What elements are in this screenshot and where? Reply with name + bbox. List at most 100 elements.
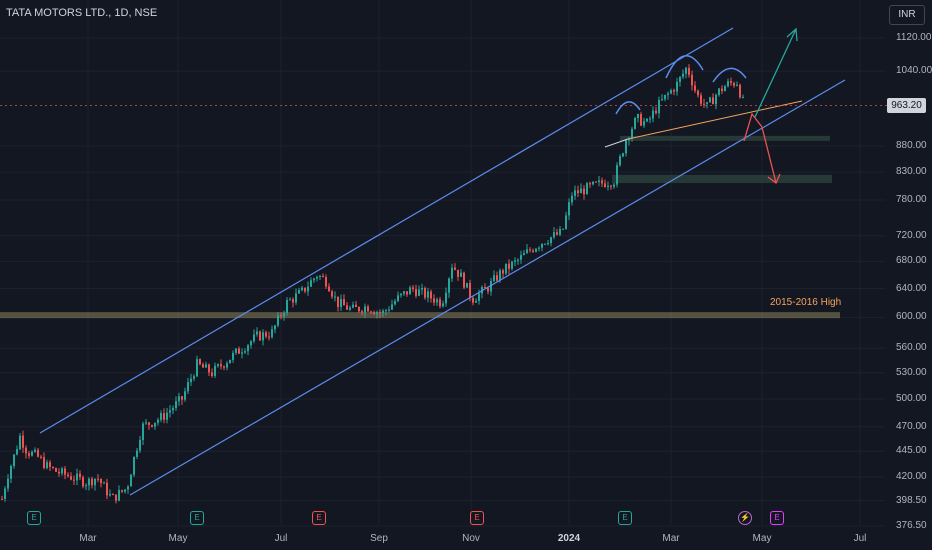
candle-body — [607, 185, 609, 187]
candle — [325, 274, 327, 289]
candle-body — [226, 363, 228, 368]
candle-body — [415, 289, 417, 296]
candle — [529, 247, 531, 253]
candle — [358, 306, 360, 313]
candle-body — [640, 114, 642, 126]
candle-body — [502, 270, 504, 274]
candle — [76, 468, 78, 485]
candle — [61, 466, 63, 476]
candle-body — [76, 473, 78, 481]
candle — [718, 88, 720, 97]
candle — [376, 310, 378, 319]
candle-body — [337, 296, 339, 307]
candle-body — [517, 259, 519, 261]
candle — [352, 301, 354, 309]
earnings-event-icon[interactable]: E — [618, 511, 632, 525]
candle — [379, 309, 381, 318]
candle — [730, 77, 732, 86]
candle-body — [391, 304, 393, 310]
candle-body — [88, 478, 90, 486]
candle-body — [82, 477, 84, 487]
candle-body — [664, 94, 666, 100]
candle-body — [409, 287, 411, 295]
candle-body — [577, 190, 579, 194]
candle — [418, 285, 420, 297]
candle-body — [148, 422, 150, 425]
price-tick-label: 420.00 — [896, 471, 927, 483]
candle-body — [280, 315, 282, 317]
candle-body — [559, 228, 561, 235]
candle — [739, 83, 741, 99]
candle — [493, 270, 495, 283]
candle — [301, 285, 303, 292]
candle-body — [724, 86, 726, 92]
candle — [652, 106, 654, 123]
candle-body — [13, 454, 15, 467]
candle-body — [214, 365, 216, 376]
split-event-icon[interactable]: ⚡ — [738, 511, 752, 525]
time-tick-label: May — [168, 533, 188, 544]
candle — [679, 76, 681, 87]
candle — [475, 298, 477, 303]
candle — [283, 310, 285, 321]
candle — [538, 246, 540, 252]
candle-body — [163, 413, 165, 420]
candle-body — [652, 110, 654, 119]
candle-body — [55, 467, 57, 472]
candle-body — [592, 181, 594, 185]
candle-body — [442, 303, 444, 307]
candle — [25, 445, 27, 459]
candle-body — [379, 312, 381, 314]
time-tick-label: 2024 — [557, 533, 581, 544]
candle — [391, 299, 393, 311]
candle-body — [70, 476, 72, 480]
candle-body — [358, 306, 360, 312]
candle — [442, 300, 444, 308]
candle-body — [538, 247, 540, 249]
earnings-event-icon[interactable]: E — [770, 511, 784, 525]
candle — [244, 348, 246, 354]
candle — [82, 475, 84, 489]
candle — [502, 268, 504, 279]
candle — [610, 184, 612, 190]
candle — [457, 269, 459, 281]
candle — [598, 175, 600, 187]
candle — [709, 96, 711, 103]
candle-body — [499, 270, 501, 281]
candle — [670, 88, 672, 95]
candle — [523, 249, 525, 256]
earnings-event-icon[interactable]: E — [27, 511, 41, 525]
candle — [634, 116, 636, 130]
neckline — [627, 100, 803, 140]
earnings-event-icon[interactable]: E — [190, 511, 204, 525]
price-tick-label: 398.50 — [896, 494, 927, 506]
candle — [343, 294, 345, 306]
candle — [169, 405, 171, 418]
candle — [124, 489, 126, 494]
candle-body — [436, 299, 438, 303]
earnings-event-icon[interactable]: E — [312, 511, 326, 525]
candle-body — [25, 447, 27, 454]
candle — [100, 478, 102, 488]
candle — [580, 183, 582, 194]
candle-body — [193, 376, 195, 379]
candle-body — [508, 263, 510, 269]
candle — [127, 484, 129, 494]
candle — [91, 476, 93, 489]
earnings-event-icon[interactable]: E — [470, 511, 484, 525]
candle-body — [85, 485, 87, 487]
candle-body — [313, 278, 315, 281]
candle-body — [289, 299, 291, 301]
candle — [676, 77, 678, 96]
candle — [691, 70, 693, 91]
candle-body — [175, 401, 177, 409]
candle-body — [61, 468, 63, 474]
candle — [673, 88, 675, 96]
candle-body — [694, 85, 696, 91]
candle-body — [418, 289, 420, 296]
candle-body — [397, 295, 399, 302]
currency-button[interactable]: INR — [889, 5, 925, 25]
candle — [439, 296, 441, 309]
candle — [286, 297, 288, 316]
